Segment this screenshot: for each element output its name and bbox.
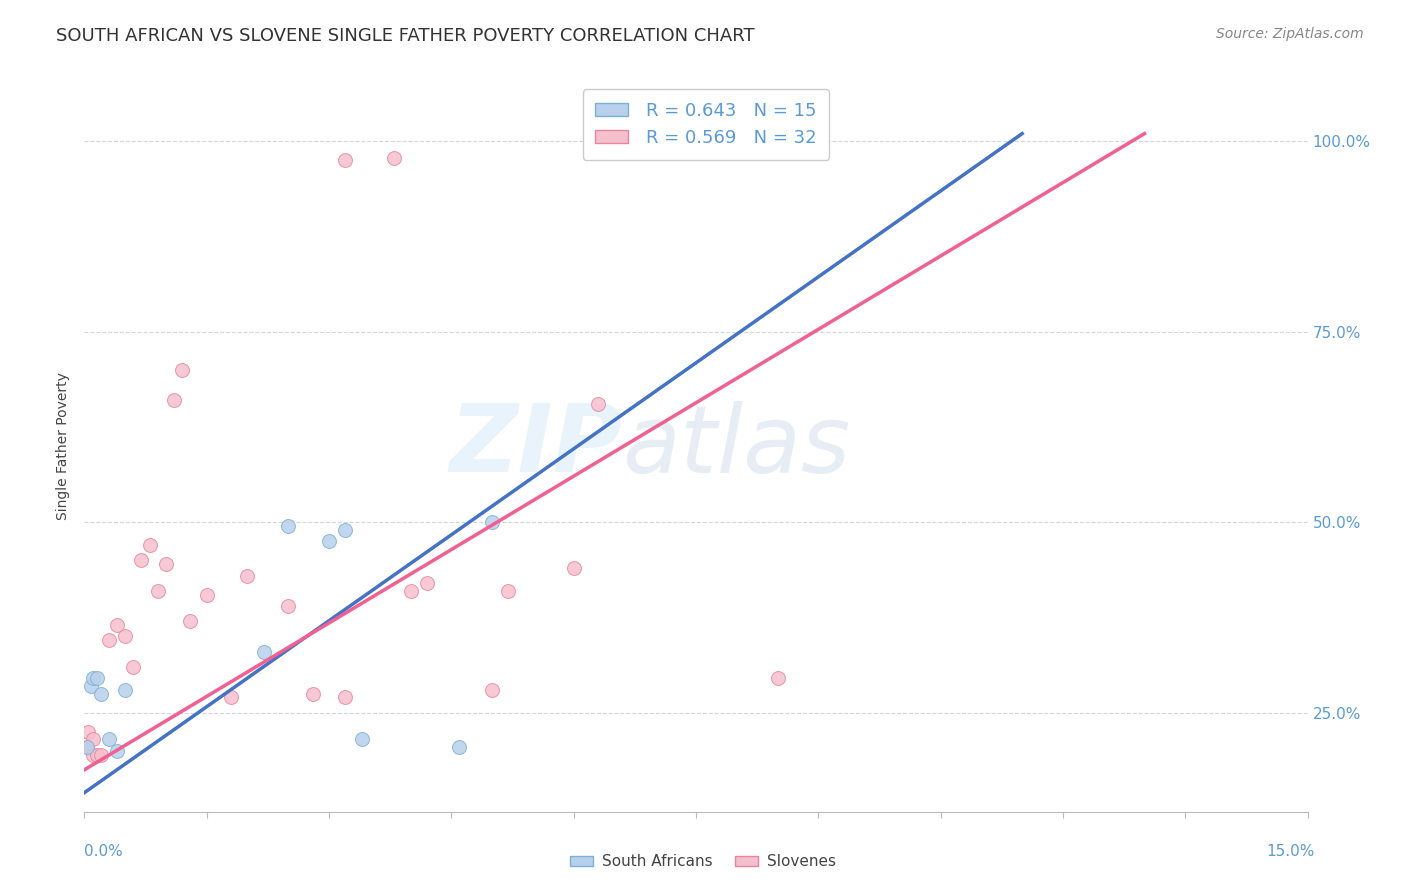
Text: 0.0%: 0.0% <box>84 845 124 859</box>
Point <box>766 672 789 686</box>
Point <box>77 724 100 739</box>
Text: SOUTH AFRICAN VS SLOVENE SINGLE FATHER POVERTY CORRELATION CHART: SOUTH AFRICAN VS SLOVENE SINGLE FATHER P… <box>56 27 755 45</box>
Point <box>76 739 98 754</box>
Point <box>277 519 299 533</box>
Point <box>481 515 503 529</box>
Point <box>481 682 503 697</box>
Point <box>586 397 609 411</box>
Point <box>301 687 323 701</box>
Point <box>449 739 471 754</box>
Point <box>318 534 340 549</box>
Legend: South Africans, Slovenes: South Africans, Slovenes <box>564 848 842 875</box>
Legend: R = 0.643   N = 15, R = 0.569   N = 32: R = 0.643 N = 15, R = 0.569 N = 32 <box>582 89 830 160</box>
Point <box>219 690 242 705</box>
Point <box>114 682 136 697</box>
Point <box>90 687 112 701</box>
Point <box>195 588 218 602</box>
Point <box>114 630 136 644</box>
Point <box>138 538 160 552</box>
Point <box>163 393 186 408</box>
Point <box>105 744 128 758</box>
Point <box>82 732 104 747</box>
Point <box>86 672 108 686</box>
Point <box>86 747 108 762</box>
Text: Source: ZipAtlas.com: Source: ZipAtlas.com <box>1216 27 1364 41</box>
Point <box>416 576 439 591</box>
Point <box>90 747 112 762</box>
Point <box>179 614 201 628</box>
Point <box>155 557 177 571</box>
Point <box>335 690 357 705</box>
Point <box>97 633 120 648</box>
Text: atlas: atlas <box>623 401 851 491</box>
Point <box>399 583 422 598</box>
Point <box>562 561 585 575</box>
Point <box>97 732 120 747</box>
Point <box>382 151 405 165</box>
Point <box>82 747 104 762</box>
Point <box>172 363 194 377</box>
Point <box>498 583 520 598</box>
Point <box>105 618 128 632</box>
Point <box>335 523 357 537</box>
Point <box>146 583 169 598</box>
Text: 15.0%: 15.0% <box>1267 845 1315 859</box>
Point <box>76 739 98 754</box>
Point <box>236 568 259 582</box>
Point <box>350 732 373 747</box>
Point <box>335 153 357 168</box>
Point <box>131 553 153 567</box>
Point <box>122 660 145 674</box>
Text: ZIP: ZIP <box>450 400 623 492</box>
Point <box>82 672 104 686</box>
Point <box>277 599 299 613</box>
Point <box>80 679 103 693</box>
Point <box>253 645 276 659</box>
Y-axis label: Single Father Poverty: Single Father Poverty <box>56 372 70 520</box>
